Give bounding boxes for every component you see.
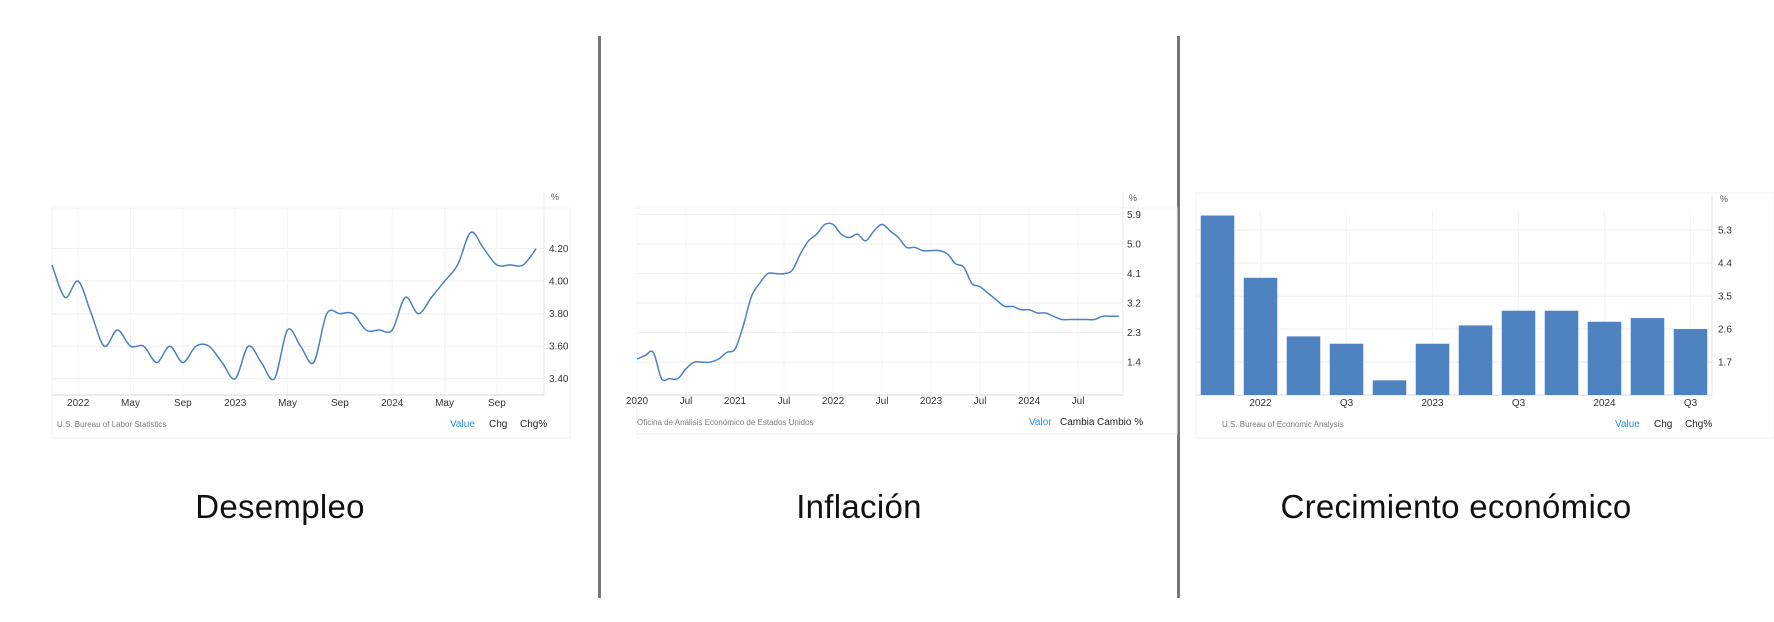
unit-label: % [1129, 193, 1137, 203]
unemployment-chart: 3.40 3.60 3.80 4.00 4.20 2022 May Sep 2023 May Sep… [51, 192, 571, 439]
y-tick-label: 1.7 [1718, 358, 1732, 369]
x-tick-label: Jul [1072, 396, 1085, 407]
tab-value[interactable]: Value [1615, 419, 1640, 430]
bar [1544, 310, 1579, 395]
y-tick-label: 5.3 [1718, 226, 1732, 237]
x-tick-label: Sep [488, 398, 506, 409]
source-label: U.S. Bureau of Economic Analysis [1222, 420, 1344, 429]
caption-inflacion: Inflación [796, 488, 922, 525]
inflation-chart: 1.4 2.3 3.2 4.1 5.0 5.9 2020 Jul 2021 Jul 2022 Jul 2… [626, 193, 1178, 435]
panel-desempleo: 3.40 3.60 3.80 4.00 4.20 2022 May Sep 2023 May Sep… [0, 0, 598, 622]
bar [1243, 277, 1278, 395]
tab-chg[interactable]: Chg [489, 419, 508, 430]
y-tick-label: 3.2 [1127, 299, 1141, 310]
x-tick-label: Sep [331, 398, 349, 409]
x-tick-label: May [121, 398, 140, 409]
y-tick-label: 3.40 [549, 374, 569, 385]
chart-frame [1195, 192, 1774, 439]
y-tick-label: 3.80 [549, 309, 569, 320]
x-tick-label: 2023 [1421, 398, 1444, 409]
unit-label: % [1720, 194, 1728, 204]
x-tick-label: 2022 [1249, 398, 1272, 409]
tab-chg[interactable]: Chg [1654, 419, 1673, 430]
source-label: Oficina de Análisis Económico de Estados… [637, 418, 814, 427]
caption-desempleo: Desempleo [195, 488, 365, 525]
x-tick-label: 2021 [724, 396, 747, 407]
bar [1372, 380, 1407, 395]
tab-chg-pct[interactable]: Chg% [520, 419, 548, 430]
x-tick-label: May [435, 398, 454, 409]
x-tick-label: 2024 [1018, 396, 1041, 407]
bar [1458, 325, 1493, 395]
panel-crecimiento: 1.7 2.6 3.5 4.4 5.3 2022 Q3 2023 Q3 2024 Q3% U.S. … [1180, 0, 1774, 622]
bar [1286, 336, 1321, 395]
tab-value[interactable]: Value [450, 419, 475, 430]
tab-cambio-pct[interactable]: Cambio % [1097, 417, 1144, 428]
growth-chart: 1.7 2.6 3.5 4.4 5.3 2022 Q3 2023 Q3 2024 Q3% [1195, 192, 1774, 439]
x-tick-label: Q3 [1512, 398, 1526, 409]
x-tick-label: 2022 [822, 396, 845, 407]
y-tick-label: 5.9 [1127, 210, 1141, 221]
y-tick-label: 4.1 [1127, 269, 1141, 280]
y-tick-label: 2.3 [1127, 328, 1141, 339]
bar [1630, 318, 1665, 395]
panel-inflacion: 1.4 2.3 3.2 4.1 5.0 5.9 2020 Jul 2021 Jul 2022 Jul 2… [601, 0, 1178, 622]
bar [1329, 343, 1364, 395]
caption-crecimiento: Crecimiento económico [1280, 488, 1632, 525]
divider-left [598, 36, 601, 598]
x-tick-label: Q3 [1684, 398, 1698, 409]
x-tick-label: 2020 [626, 396, 649, 407]
y-tick-label: 5.0 [1127, 240, 1141, 251]
series-line [51, 231, 537, 381]
x-tick-label: 2024 [1593, 398, 1616, 409]
y-tick-label: 4.00 [549, 277, 569, 288]
tab-cambia[interactable]: Cambia [1060, 417, 1095, 428]
y-tick-label: 2.6 [1718, 325, 1732, 336]
y-tick-label: 3.60 [549, 342, 569, 353]
tab-chg-pct[interactable]: Chg% [1685, 419, 1713, 430]
x-tick-label: 2023 [920, 396, 943, 407]
y-tick-label: 1.4 [1127, 358, 1141, 369]
x-tick-label: 2023 [224, 398, 247, 409]
x-tick-label: 2022 [67, 398, 90, 409]
x-tick-label: Jul [680, 396, 693, 407]
chart-frame [636, 207, 1178, 435]
x-tick-label: May [278, 398, 297, 409]
y-tick-label: 4.20 [549, 244, 569, 255]
series-line [636, 222, 1119, 382]
chart-frame [51, 207, 571, 439]
x-tick-label: Sep [174, 398, 192, 409]
divider-right [1177, 36, 1180, 598]
source-label: U.S. Bureau of Labor Statistics [57, 420, 167, 429]
tab-valor[interactable]: Valor [1029, 417, 1052, 428]
bar [1415, 343, 1450, 395]
unit-label: % [551, 192, 559, 202]
x-tick-label: Jul [778, 396, 791, 407]
y-tick-label: 3.5 [1718, 292, 1732, 303]
x-tick-label: Jul [974, 396, 987, 407]
x-tick-label: Q3 [1340, 398, 1354, 409]
x-tick-label: 2024 [381, 398, 404, 409]
x-tick-label: Jul [876, 396, 889, 407]
bar [1501, 310, 1536, 395]
y-tick-label: 4.4 [1718, 259, 1732, 270]
bar [1587, 321, 1622, 395]
bar [1200, 215, 1235, 395]
bar [1673, 329, 1708, 395]
